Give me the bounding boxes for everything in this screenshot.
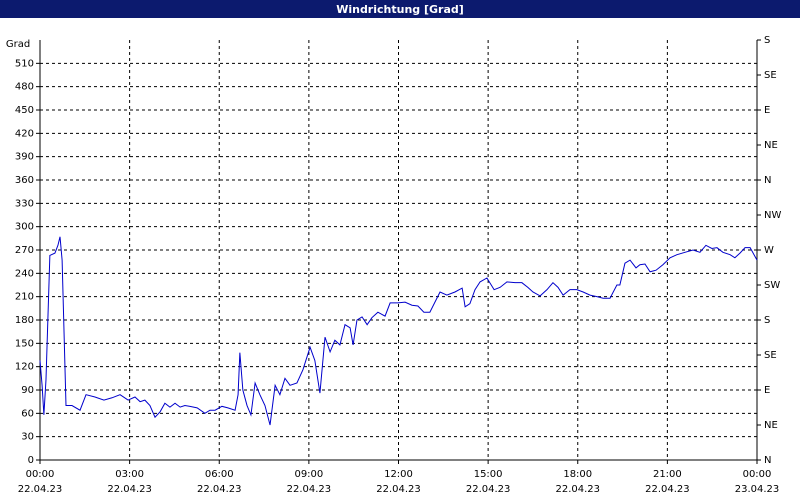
y2-tick-label: N <box>764 455 771 466</box>
data-line <box>39 236 758 426</box>
y2-tick-label: NW <box>764 210 781 221</box>
x-tick-date: 22.04.23 <box>466 484 511 495</box>
x-tick-date: 22.04.23 <box>645 484 690 495</box>
y-axis-label: Grad <box>6 39 30 50</box>
y2-tick-label: W <box>764 245 774 256</box>
x-tick-label: 21:00 <box>653 469 682 480</box>
y-tick-label: 360 <box>15 175 34 186</box>
chart-title: Windrichtung [Grad] <box>336 3 464 16</box>
y-tick-label: 240 <box>15 268 34 279</box>
y-tick-label: 60 <box>21 408 34 419</box>
y-tick-label: 30 <box>21 432 34 443</box>
y-tick-label: 0 <box>28 455 34 466</box>
x-tick-label: 09:00 <box>294 469 323 480</box>
x-tick-label: 03:00 <box>115 469 144 480</box>
y2-tick-label: SE <box>764 70 777 81</box>
x-tick-label: 06:00 <box>205 469 234 480</box>
y-tick-label: 420 <box>15 128 34 139</box>
x-tick-label: 00:00 <box>743 469 772 480</box>
x-tick-date: 22.04.23 <box>18 484 63 495</box>
x-tick-label: 15:00 <box>474 469 503 480</box>
x-tick-date: 22.04.23 <box>376 484 421 495</box>
y-tick-label: 510 <box>15 58 34 69</box>
y-tick-label: 330 <box>15 198 34 209</box>
y2-tick-label: N <box>764 175 771 186</box>
y-tick-label: 180 <box>15 315 34 326</box>
y2-tick-label: SW <box>764 280 780 291</box>
y-tick-label: 90 <box>21 385 34 396</box>
y-tick-label: 120 <box>15 362 34 373</box>
y-tick-label: 270 <box>15 245 34 256</box>
y-tick-label: 300 <box>15 222 34 233</box>
y-tick-label: 210 <box>15 292 34 303</box>
x-tick-label: 00:00 <box>26 469 55 480</box>
x-tick-label: 12:00 <box>384 469 413 480</box>
x-tick-label: 18:00 <box>563 469 592 480</box>
x-tick-date: 22.04.23 <box>287 484 332 495</box>
x-tick-date: 22.04.23 <box>197 484 242 495</box>
y2-tick-label: NE <box>764 420 778 431</box>
y2-tick-label: S <box>764 35 770 46</box>
x-tick-date: 22.04.23 <box>107 484 152 495</box>
y-tick-label: 450 <box>15 105 34 116</box>
y2-tick-label: E <box>764 385 770 396</box>
x-tick-date: 22.04.23 <box>555 484 600 495</box>
y2-tick-label: SE <box>764 350 777 361</box>
y2-tick-label: S <box>764 315 770 326</box>
y2-tick-label: E <box>764 105 770 116</box>
y2-tick-label: NE <box>764 140 778 151</box>
y-tick-label: 390 <box>15 152 34 163</box>
x-tick-date: 23.04.23 <box>735 484 780 495</box>
title-bar <box>0 0 800 18</box>
y-tick-label: 150 <box>15 338 34 349</box>
y-tick-label: 480 <box>15 82 34 93</box>
